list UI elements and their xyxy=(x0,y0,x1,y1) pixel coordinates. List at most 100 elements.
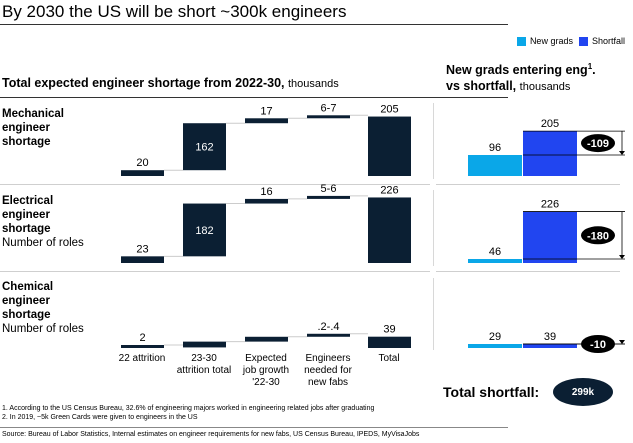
category-label-line: new fabs xyxy=(307,377,349,388)
footnotes: 1. According to the US Census Bureau, 32… xyxy=(2,404,374,422)
total-shortfall-badge: 299k xyxy=(553,378,613,406)
waterfall-bar xyxy=(368,336,411,348)
left-section-title: Total expected engineer shortage from 20… xyxy=(2,76,339,90)
gap-arrow-head xyxy=(619,151,625,155)
data-label: 39 xyxy=(383,324,395,336)
waterfall-bar xyxy=(183,341,226,348)
right-section-unit: thousands xyxy=(519,81,571,94)
row-divider xyxy=(0,271,430,272)
title-divider xyxy=(0,24,508,25)
data-label: .2-.4 xyxy=(317,321,339,333)
row-label-electrical: Electrical engineer shortage Number of r… xyxy=(2,194,84,250)
category-label-new-fabs: Engineers needed for new fabs xyxy=(297,353,359,389)
data-label: 205 xyxy=(380,104,398,116)
waterfall-bar xyxy=(245,198,288,204)
shortfall-bar xyxy=(523,344,577,348)
row-label-line: shortage xyxy=(2,309,51,321)
row-label-line: engineer xyxy=(2,122,50,134)
new-grads-value: 96 xyxy=(489,142,501,154)
left-section-title-text: Total expected engineer shortage from 20… xyxy=(2,76,285,90)
row-divider xyxy=(436,271,620,272)
waterfall-bar xyxy=(307,115,350,119)
waterfall-bar xyxy=(307,195,350,199)
waterfall-bar xyxy=(245,336,288,342)
row-label-line: Electrical xyxy=(2,195,54,207)
category-label-line: Expected xyxy=(245,353,287,364)
legend-item-new-grads: New grads xyxy=(516,36,573,46)
shortfall-bar xyxy=(523,131,577,176)
row-divider xyxy=(0,184,430,185)
data-label: 17 xyxy=(260,105,272,117)
data-label: 2 xyxy=(139,332,145,344)
right-title-line2: vs shortfall, xyxy=(446,79,517,94)
data-label: 6-7 xyxy=(321,102,337,114)
row-sublabel: Number of roles xyxy=(2,237,84,249)
category-label-line: '22-30 xyxy=(252,377,280,388)
shortfall-value: 39 xyxy=(544,331,556,343)
data-label: 20 xyxy=(136,157,148,169)
row-label-line: Mechanical xyxy=(2,108,64,120)
shortfall-value: 226 xyxy=(541,199,559,211)
waterfall-bar xyxy=(368,116,411,176)
row-divider xyxy=(436,184,620,185)
footnote-2: 2. In 2019, ~5k Green Cards were given t… xyxy=(2,414,198,421)
row-sublabel: Number of roles xyxy=(2,323,84,335)
footnote-1: 1. According to the US Census Bureau, 32… xyxy=(2,405,375,412)
data-label: 182 xyxy=(195,225,213,237)
category-label-total: Total xyxy=(358,353,420,365)
legend-label: New grads xyxy=(529,36,573,46)
page-title: By 2030 the US will be short ~300k engin… xyxy=(2,2,347,21)
data-label: 5-6 xyxy=(321,183,337,195)
new-grads-bar xyxy=(468,259,522,263)
category-label-line: needed for xyxy=(304,365,352,376)
right-title-period: . xyxy=(592,63,596,78)
right-section-title: New grads entering eng1. vs shortfall, t… xyxy=(446,59,596,95)
total-shortfall-label: Total shortfall: xyxy=(443,384,540,400)
category-label-22-attrition: 22 attrition xyxy=(111,353,173,365)
new-grads-bar xyxy=(468,155,522,176)
category-label-line: Engineers xyxy=(305,353,351,364)
row-label-line: shortage xyxy=(2,136,51,148)
legend-swatch-shortfall xyxy=(578,36,588,46)
panel-divider xyxy=(433,278,434,350)
left-section-unit: thousands xyxy=(288,78,339,90)
data-label: 162 xyxy=(195,142,213,154)
footnote-ref: 1 xyxy=(587,62,593,71)
gap-badge xyxy=(581,226,615,245)
comparison-chart: 96 205 -109 46 226 -180 29 39 -10 xyxy=(468,118,625,353)
legend-item-shortfall: Shortfall xyxy=(578,36,625,46)
total-shortfall-value: 299k xyxy=(571,386,595,398)
waterfall-charts: 20 162 17 6-7 205 23 182 16 5-6 226 2 .2-.4 39 xyxy=(121,102,411,348)
legend-swatch-new-grads xyxy=(516,36,526,46)
category-label-line: 23-30 xyxy=(191,353,217,364)
waterfall-bar xyxy=(121,345,164,348)
waterfall-bar xyxy=(245,118,288,124)
category-label-attrition-total: 23-30 attrition total xyxy=(173,353,235,377)
waterfall-bar xyxy=(183,123,226,171)
row-label-line: shortage xyxy=(2,223,51,235)
category-label-line: job growth xyxy=(242,365,290,376)
row-label-line: engineer xyxy=(2,295,50,307)
data-label: 16 xyxy=(260,186,272,198)
gap-value: -10 xyxy=(590,339,606,351)
category-label-line: 22 attrition xyxy=(118,353,166,364)
row-label-mechanical: Mechanical engineer shortage xyxy=(2,107,64,149)
legend-label: Shortfall xyxy=(591,36,625,46)
waterfall-bar xyxy=(121,170,164,176)
waterfall-bar xyxy=(183,203,226,257)
waterfall-bar xyxy=(368,197,411,263)
gap-badge xyxy=(581,335,615,353)
category-label-line: Total xyxy=(378,353,400,364)
gap-value: -180 xyxy=(587,230,609,242)
section-divider xyxy=(0,97,508,98)
row-label-line: engineer xyxy=(2,209,50,221)
new-grads-bar xyxy=(468,344,522,348)
gap-arrow-head xyxy=(619,255,625,259)
legend: New grads Shortfall xyxy=(516,36,625,46)
new-grads-value: 29 xyxy=(489,331,501,343)
shortfall-value: 205 xyxy=(541,118,559,130)
category-label-line: attrition total xyxy=(176,365,232,376)
gap-arrow-head xyxy=(619,340,625,344)
footer-divider xyxy=(0,427,508,428)
row-label-chemical: Chemical engineer shortage Number of rol… xyxy=(2,280,84,336)
